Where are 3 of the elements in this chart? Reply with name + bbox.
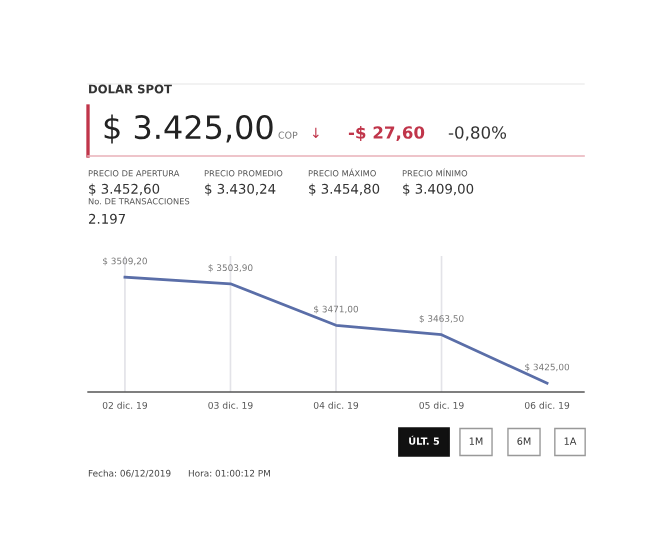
text: -$ 27,60 <box>348 125 425 142</box>
text: -0,80% <box>448 126 507 141</box>
text: $ 3.425,00 <box>104 114 273 144</box>
